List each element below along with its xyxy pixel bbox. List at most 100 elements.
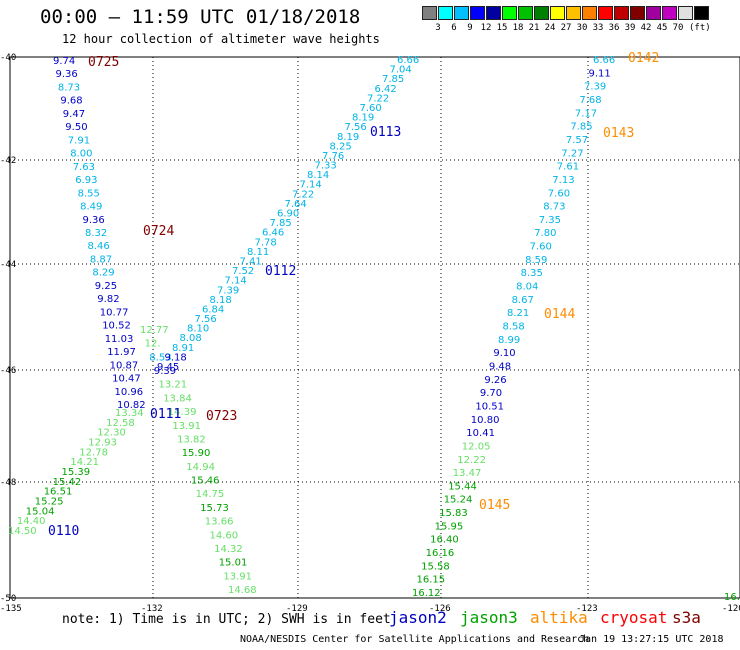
color-swatch	[582, 6, 597, 20]
latitude-label: -42	[0, 156, 16, 166]
wave-height-value: 15.24	[444, 495, 473, 506]
color-swatch	[470, 6, 485, 20]
color-scale-label: 6	[451, 23, 457, 33]
wave-height-value: 8.55	[78, 188, 100, 199]
wave-height-value: 9.26	[484, 375, 506, 386]
wave-height-value: 7.91	[68, 135, 90, 146]
color-swatch	[438, 6, 453, 20]
wave-height-value: 9.11	[589, 68, 611, 79]
wave-height-value: 8.10	[187, 324, 209, 335]
wave-height-value: 6.84	[202, 304, 224, 315]
wave-height-value: 7.57	[566, 135, 588, 146]
wave-height-value: 13.34	[115, 408, 144, 419]
pass-time-label: 0143	[603, 126, 634, 141]
footer-note: note: 1) Time is in UTC; 2) SWH is in fe…	[62, 612, 391, 627]
wave-height-value: 7.85	[382, 74, 404, 85]
wave-height-value: 9.25	[95, 281, 117, 292]
wave-height-value: 16.12	[412, 588, 441, 599]
wave-height-value: 13.66	[205, 517, 234, 528]
wave-height-value: 13.21	[159, 380, 188, 391]
color-scale-label: 12	[480, 23, 492, 33]
wave-height-value: 7.33	[315, 161, 337, 172]
wave-height-value: 7.17	[575, 108, 597, 119]
longitude-label: -132	[141, 604, 163, 614]
longitude-label: -126	[429, 604, 451, 614]
wave-height-value: 8.73	[58, 83, 80, 94]
wave-height-value: 9.48	[489, 362, 511, 373]
color-swatch	[502, 6, 517, 20]
wave-height-value: 8.19	[352, 113, 374, 124]
wave-height-value: 7.52	[232, 266, 254, 277]
color-scale-label: 42	[640, 23, 652, 33]
wave-height-value: 9.18	[165, 352, 187, 363]
color-scale-label: 33	[592, 23, 604, 33]
wave-height-value: 12.22	[457, 455, 486, 466]
color-scale-label: 45	[656, 23, 668, 33]
wave-height-value: 7.41	[240, 257, 262, 268]
wave-height-value: 8.18	[210, 295, 232, 306]
wave-height-value: 8.19	[337, 132, 359, 143]
wave-height-value: 11.97	[107, 347, 136, 358]
wave-height-value: 7.60	[360, 103, 382, 114]
wave-height-value: 15.90	[182, 448, 211, 459]
wave-height-value: 13.84	[163, 393, 192, 404]
wave-height-value: 12.77	[140, 325, 169, 336]
wave-height-value: 7.04	[390, 65, 412, 76]
wave-height-value: 9.82	[97, 294, 119, 305]
wave-height-value: 14.21	[70, 457, 99, 468]
latitude-label: -46	[0, 366, 16, 376]
latitude-label: -44	[0, 260, 16, 270]
wave-height-value: 8.35	[521, 268, 543, 279]
wave-height-value: 7.80	[534, 228, 556, 239]
wave-height-value: 7.85	[270, 218, 292, 229]
wave-height-value: 7.22	[367, 93, 389, 104]
wave-height-value: 7.14	[225, 276, 247, 287]
color-swatch	[566, 6, 581, 20]
color-scale-label: 24	[544, 23, 556, 33]
page-title: 00:00 — 11:59 UTC 01/18/2018	[40, 6, 361, 28]
wave-height-value: 14.39	[168, 407, 197, 418]
wave-height-value: 13.82	[177, 435, 206, 446]
wave-height-value: 13.91	[172, 421, 201, 432]
wave-height-value: 7.22	[292, 189, 314, 200]
wave-height-value: 12.93	[88, 438, 117, 449]
pass-time-label: 0724	[143, 224, 174, 239]
wave-height-value: 15.39	[62, 467, 91, 478]
wave-height-value: 14.60	[210, 530, 239, 541]
color-swatch	[534, 6, 549, 20]
color-scale-label: 39	[624, 23, 636, 33]
wave-height-value: 8.87	[90, 255, 112, 266]
latitude-label: -50	[0, 594, 16, 604]
wave-height-value: 6.66	[593, 55, 615, 66]
legend-s3a: s3a	[672, 608, 701, 627]
wave-height-value: 10.82	[117, 400, 146, 411]
color-swatch	[678, 6, 693, 20]
longitude-label: -129	[286, 604, 308, 614]
color-scale-label: 15	[496, 23, 508, 33]
wave-height-value: 9.68	[60, 96, 82, 107]
wave-height-value: 7.64	[285, 199, 307, 210]
wave-height-value: 8.46	[88, 241, 110, 252]
wave-height-value: 9.36	[56, 69, 78, 80]
wave-height-value: 15.01	[219, 558, 248, 569]
color-scale-label: 30	[576, 23, 588, 33]
wave-height-value: 14.40	[17, 516, 46, 527]
wave-height-value: 9.47	[63, 109, 85, 120]
wave-height-value: 9.70	[480, 388, 502, 399]
wave-height-value: 6.66	[397, 55, 419, 66]
pass-time-label: 0113	[370, 125, 401, 140]
legend-cryosat: cryosat	[600, 608, 668, 627]
wave-height-value: 15.46	[191, 476, 220, 487]
wave-height-value: 7.14	[300, 180, 322, 191]
wave-height-value: 8.53	[149, 352, 171, 363]
wave-height-value: 8.91	[172, 343, 194, 354]
wave-height-value: 8.59	[525, 255, 547, 266]
wave-height-value: 13.91	[223, 571, 252, 582]
wave-height-value: 15.44	[448, 481, 477, 492]
pass-time-label: 0725	[88, 55, 119, 70]
wave-height-value: 7.56	[195, 314, 217, 325]
legend-altika: altika	[530, 608, 588, 627]
pass-time-label: 0112	[265, 264, 296, 279]
color-scale-label: 9	[467, 23, 473, 33]
color-scale-label: 36	[608, 23, 620, 33]
